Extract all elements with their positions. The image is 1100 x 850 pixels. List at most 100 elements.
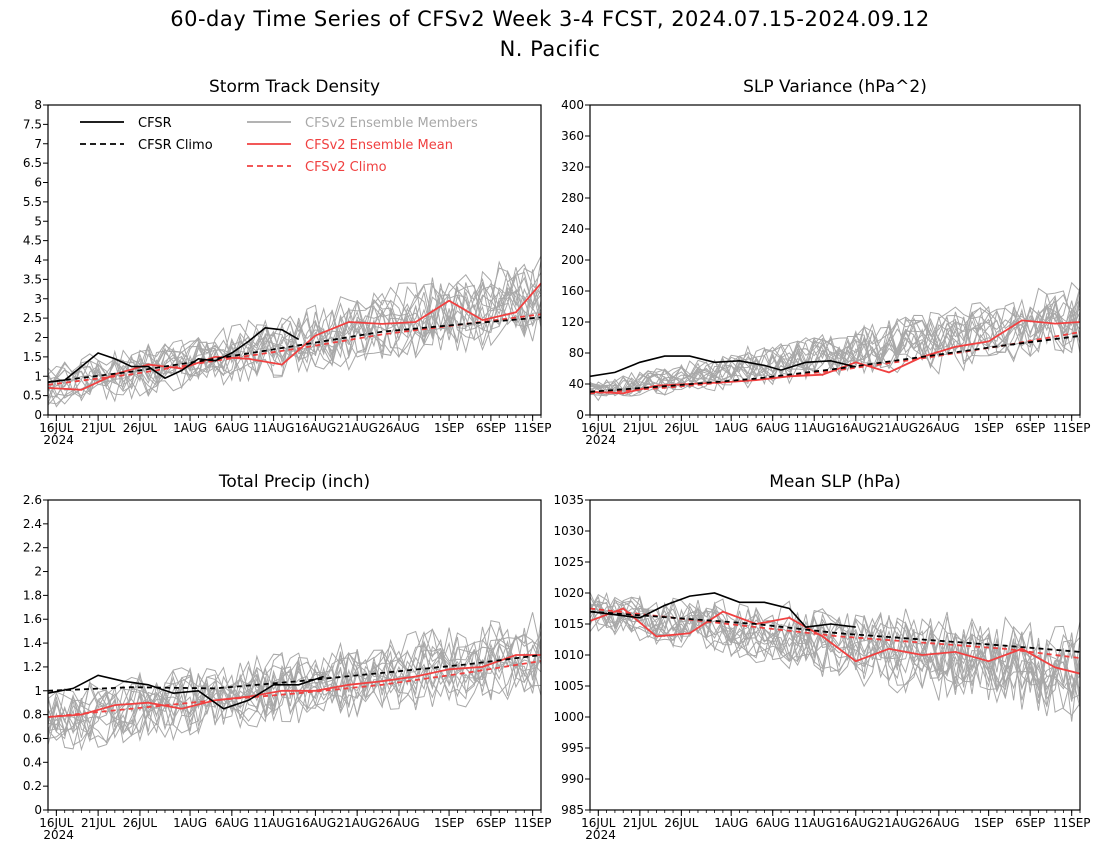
x-tick-label: 1AUG	[714, 421, 748, 435]
series-line-cfsr	[48, 326, 300, 383]
y-tick-label: 1025	[553, 555, 584, 569]
x-tick-label: 6SEP	[1015, 421, 1045, 435]
y-tick-label: 4	[34, 253, 42, 267]
panel-title: Total Precip (inch)	[218, 472, 370, 492]
ensemble-member-line	[590, 305, 1080, 394]
y-tick-label: 1005	[553, 679, 584, 693]
x-tick-label: 11SEP	[1053, 816, 1091, 830]
y-tick-label: 4.5	[23, 234, 42, 248]
x-tick-label: 1SEP	[434, 421, 464, 435]
ensemble-member-line	[590, 605, 1080, 722]
x-tick-label: 6AUG	[756, 421, 790, 435]
y-tick-label: 80	[569, 346, 584, 360]
y-tick-label: 240	[561, 222, 584, 236]
panel-title: Mean SLP (hPa)	[769, 472, 901, 492]
ensemble-member-line	[48, 630, 541, 738]
x-tick-label: 21AUG	[877, 816, 919, 830]
y-tick-label: 6.5	[23, 156, 42, 170]
y-tick-label: 985	[561, 803, 584, 817]
y-tick-label: 320	[561, 160, 584, 174]
x-tick-label: 21AUG	[336, 816, 378, 830]
series-line-cfsr	[48, 674, 324, 710]
x-tick-label: 11AUG	[253, 816, 295, 830]
y-tick-label: 280	[561, 191, 584, 205]
ensemble-member-line	[590, 591, 1080, 689]
x-tick-label: 11SEP	[514, 421, 552, 435]
y-tick-label: 3.5	[23, 272, 42, 286]
legend-label: CFSv2 Ensemble Mean	[305, 138, 453, 153]
y-tick-label: 40	[569, 377, 584, 391]
plot-frame	[47, 499, 542, 811]
x-tick-label: 1SEP	[434, 816, 464, 830]
y-tick-label: 2.4	[23, 517, 42, 531]
plot-frame	[47, 104, 542, 416]
x-tick-label: 21AUG	[336, 421, 378, 435]
series-line-cfsr	[590, 592, 856, 628]
x-tick-label: 16JUL	[39, 816, 74, 830]
y-tick-label: 400	[561, 98, 584, 112]
x-tick-label: 16AUG	[835, 421, 877, 435]
x-tick-label: 21JUL	[623, 421, 658, 435]
y-tick-label: 0.2	[23, 779, 42, 793]
x-tick-label: 26AUG	[378, 816, 420, 830]
ensemble-member-line	[48, 654, 541, 736]
chart-panels: Storm Track Density 0 0.5 1 1.5 2 2.5 3 3.5 4 4.5 5…	[23, 77, 1091, 842]
x-tick-label: 6SEP	[476, 816, 506, 830]
plot-area	[590, 591, 1080, 722]
ensemble-member-line	[590, 295, 1080, 392]
y-tick-label: 1.5	[23, 350, 42, 364]
y-tick-label: 0.4	[23, 755, 42, 769]
chart-panel-2: SLP Variance (hPa^2) 0 40 80 120 160 200 240 280…	[561, 77, 1090, 447]
x-tick-year: 2024	[43, 828, 74, 842]
x-tick-label: 1SEP	[974, 816, 1004, 830]
y-tick-label: 0	[34, 803, 42, 817]
ensemble-member-line	[590, 601, 1080, 717]
y-tick-label: 7	[34, 137, 42, 151]
y-tick-label: 1.8	[23, 588, 42, 602]
y-tick-label: 2.5	[23, 311, 42, 325]
y-tick-label: 360	[561, 129, 584, 143]
x-tick-label: 1AUG	[714, 816, 748, 830]
x-tick-label: 21JUL	[623, 816, 658, 830]
ensemble-member-line	[590, 300, 1080, 397]
x-tick-label: 6SEP	[476, 421, 506, 435]
ensemble-member-line	[48, 289, 541, 405]
plot-area	[48, 255, 541, 408]
y-tick-label: 120	[561, 315, 584, 329]
y-tick-label: 2	[34, 331, 42, 345]
x-tick-label: 6AUG	[756, 816, 790, 830]
x-tick-label: 16AUG	[835, 816, 877, 830]
y-tick-label: 7.5	[23, 117, 42, 131]
x-tick-label: 11SEP	[1053, 421, 1091, 435]
y-tick-label: 1010	[553, 648, 584, 662]
ensemble-member-line	[48, 612, 541, 725]
y-tick-label: 1	[34, 369, 42, 383]
panel-title: SLP Variance (hPa^2)	[743, 77, 927, 97]
y-tick-label: 0.6	[23, 731, 42, 745]
series-line-cfsr	[590, 355, 856, 378]
series-line-cfsr-climo	[590, 335, 1080, 393]
y-tick-label: 1000	[553, 710, 584, 724]
legend-label: CFSR	[138, 116, 172, 131]
chart-panel-4: Mean SLP (hPa) 985 990 995 1000 1005 1010 1015 1…	[553, 472, 1090, 842]
y-tick-label: 2.2	[23, 541, 42, 555]
y-tick-label: 160	[561, 284, 584, 298]
series-line-cfsv2-climo	[48, 660, 541, 718]
x-tick-label: 26JUL	[664, 421, 699, 435]
legend-entry: CFSv2 Ensemble Mean	[247, 138, 453, 153]
x-tick-label: 1AUG	[173, 816, 207, 830]
legend-entry: CFSv2 Ensemble Members	[247, 116, 478, 131]
figure-subtitle: N. Pacific	[499, 37, 601, 61]
x-tick-label: 16JUL	[39, 421, 74, 435]
x-tick-label: 6AUG	[215, 816, 249, 830]
ensemble-member-line	[590, 595, 1080, 702]
ensemble-member-line	[48, 623, 541, 726]
y-tick-label: 0	[34, 408, 42, 422]
y-tick-label: 200	[561, 253, 584, 267]
ensemble-member-line	[48, 627, 541, 738]
y-tick-label: 1	[34, 684, 42, 698]
legend-entry: CFSv2 Climo	[247, 160, 387, 175]
x-tick-label: 16AUG	[295, 421, 337, 435]
y-tick-label: 2	[34, 565, 42, 579]
